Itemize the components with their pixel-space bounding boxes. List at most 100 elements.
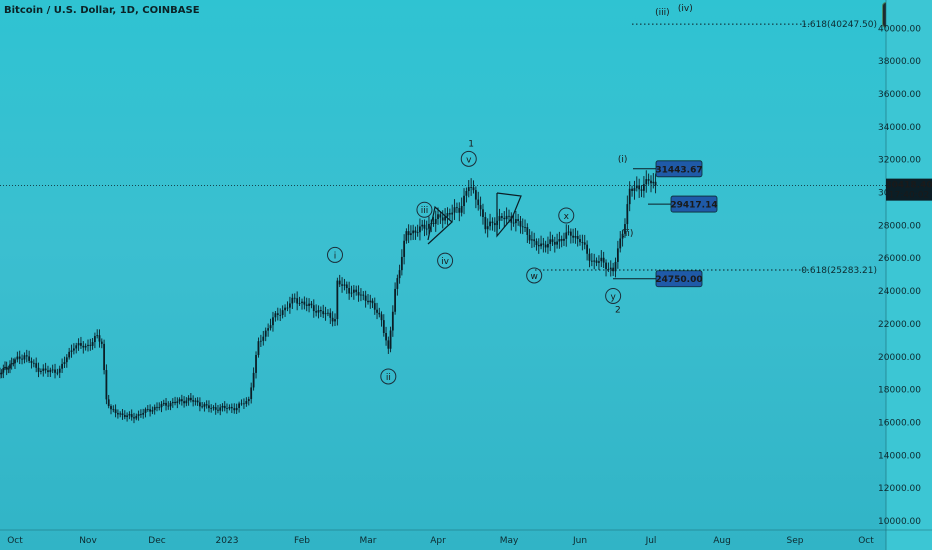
x-tick-label: 2023 <box>216 536 239 546</box>
candle <box>549 239 552 244</box>
candle <box>540 243 542 247</box>
candle <box>458 208 461 213</box>
candle <box>0 373 1 375</box>
candle <box>264 330 267 337</box>
candle <box>30 360 33 363</box>
candle <box>448 213 451 215</box>
candle <box>276 313 279 316</box>
candle <box>581 242 584 243</box>
candle <box>553 241 556 245</box>
candle <box>650 180 652 184</box>
candle <box>407 231 410 236</box>
wave-label: iv <box>441 257 450 267</box>
candle <box>619 238 622 249</box>
wedge-drawing <box>496 192 522 238</box>
x-tick-label: Jul <box>645 536 657 546</box>
candle <box>100 341 103 344</box>
candle <box>593 260 596 262</box>
candle <box>614 261 617 272</box>
chart-title: Bitcoin / U.S. Dollar, 1D, COINBASE <box>4 5 200 16</box>
candle <box>489 221 491 227</box>
candle <box>144 409 147 413</box>
candle <box>233 408 236 411</box>
candle <box>486 226 489 230</box>
x-tick-label: Mar <box>360 536 377 546</box>
candle <box>398 270 401 279</box>
candle <box>531 239 533 241</box>
candle <box>524 227 526 228</box>
candle <box>91 342 94 346</box>
wave-label-circle <box>437 252 454 269</box>
candle <box>112 409 115 411</box>
candle <box>505 215 508 220</box>
y-tick-label: 20000.00 <box>878 353 921 363</box>
candle <box>425 228 428 230</box>
candle <box>556 241 558 245</box>
candle <box>654 181 657 186</box>
candle <box>482 209 484 217</box>
candle <box>535 241 538 245</box>
candle <box>201 406 204 408</box>
candle <box>185 400 188 404</box>
candle <box>317 310 320 313</box>
candle <box>80 343 82 346</box>
candle <box>537 244 540 247</box>
candle <box>432 223 435 224</box>
candle <box>498 216 501 221</box>
candle <box>624 224 626 234</box>
candle <box>7 368 10 370</box>
candle <box>533 239 536 242</box>
candle <box>75 345 78 349</box>
x-tick-label: Oct <box>7 536 23 546</box>
candle <box>343 284 346 286</box>
candle <box>357 292 360 296</box>
candle <box>267 328 270 331</box>
candle <box>348 288 351 294</box>
y-tick-label: 36000.00 <box>878 90 921 100</box>
candle <box>583 242 586 245</box>
candle <box>194 400 197 402</box>
candle <box>517 219 520 222</box>
x-tick-label: Apr <box>430 536 446 546</box>
candle <box>35 363 38 368</box>
wave-label-circle <box>605 287 622 304</box>
candle <box>308 303 310 306</box>
candle <box>609 267 612 270</box>
candle <box>10 363 13 365</box>
candle <box>312 305 315 312</box>
triangle-drawing <box>427 205 453 245</box>
candle <box>82 345 85 348</box>
candle <box>203 404 206 407</box>
candle <box>638 185 641 190</box>
candle <box>588 253 591 261</box>
candle <box>394 288 396 312</box>
candle <box>576 236 579 240</box>
candle <box>373 303 376 310</box>
candle <box>230 406 233 409</box>
current-price-label: 30418.40 <box>885 181 932 191</box>
candle <box>569 231 572 236</box>
candle <box>607 269 610 270</box>
candle <box>331 317 334 322</box>
candle <box>169 403 172 407</box>
candle <box>40 370 42 372</box>
candle <box>153 406 156 411</box>
candle <box>640 189 643 191</box>
candle <box>140 414 142 415</box>
candle <box>419 226 421 233</box>
wave-label: (iv) <box>678 4 693 14</box>
candle <box>563 238 565 241</box>
candle <box>362 294 365 296</box>
candle <box>437 214 439 220</box>
y-tick-label: 14000.00 <box>878 451 921 461</box>
y-tick-label: 18000.00 <box>878 386 921 396</box>
candle <box>547 243 549 248</box>
wave-label-circle <box>380 368 397 385</box>
candle <box>0 372 3 375</box>
candle <box>324 313 327 315</box>
candle <box>412 230 415 234</box>
candle <box>247 399 250 402</box>
candle <box>414 230 417 233</box>
